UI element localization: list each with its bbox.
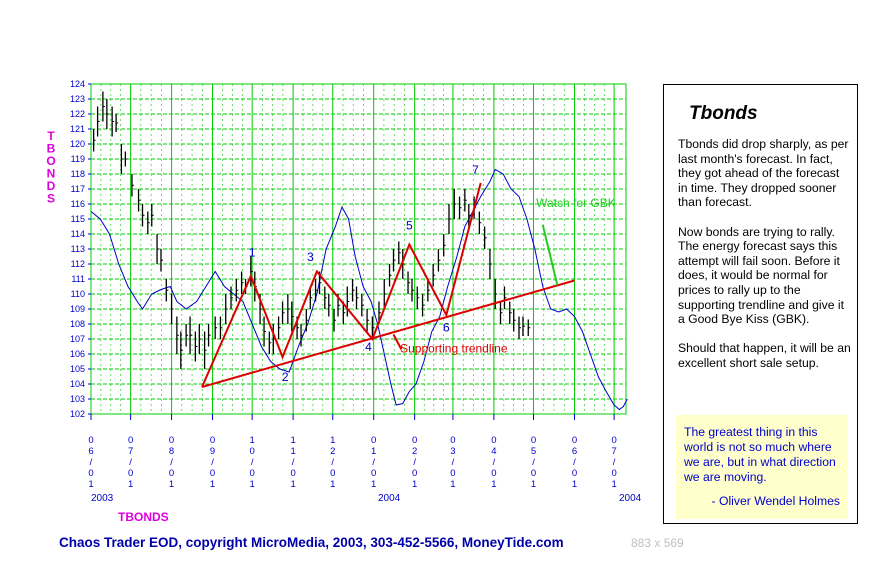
annotation-label: Supporting trendline (400, 342, 508, 356)
y-tick-label: 117 (71, 184, 85, 194)
y-tick-label: 121 (70, 124, 85, 134)
forecast-line (90, 168, 628, 411)
x-tick-label: 0 7/0 1 (611, 435, 616, 490)
y-tick-label: 103 (70, 394, 85, 404)
wave-label: 3 (307, 250, 314, 264)
x-tick-label: 0 5/0 1 (531, 435, 536, 490)
y-tick-label: 109 (70, 304, 85, 314)
y-tick-label: 119 (71, 154, 85, 164)
price-bars-series (92, 91, 531, 369)
chart-axes: 102 103 104 105 106 107 108 109 110 111 112 113 114 1… (70, 79, 617, 490)
y-tick-label: 111 (71, 274, 85, 284)
y-tick-label: 110 (71, 289, 85, 299)
y-tick-label: 118 (71, 169, 85, 179)
y-tick-label: 107 (70, 334, 85, 344)
panel-body: Tbonds did drop sharply, as per last mon… (678, 137, 852, 385)
y-tick-label: 115 (71, 214, 85, 224)
annotation-label: Watch for GBK (536, 196, 616, 210)
wave-label: 7 (472, 163, 479, 177)
y-tick-label: 113 (71, 244, 85, 254)
supporting-trendline (201, 279, 575, 388)
wave-label: 4 (365, 340, 372, 354)
x-tick-label: 0 6/0 1 (572, 435, 577, 490)
y-tick-label: 106 (70, 349, 85, 359)
chart-grid (90, 83, 627, 415)
x-tick-label: 1 2/0 1 (330, 435, 335, 490)
wave-pattern (201, 182, 575, 388)
x-tick-label: 0 6/0 1 (88, 435, 93, 490)
year-label-start: 2003 (91, 493, 114, 504)
y-tick-label: 108 (70, 319, 85, 329)
y-tick-label: 102 (70, 409, 85, 419)
wave-label: 2 (282, 370, 289, 384)
y-tick-label: 114 (71, 229, 85, 239)
x-tick-label: 0 3/0 1 (450, 435, 455, 490)
wave-label: 1 (249, 246, 256, 260)
forecast-series (90, 168, 628, 411)
x-tick-label: 0 4/0 1 (491, 435, 496, 490)
panel-title: Tbonds (689, 103, 758, 124)
annotation-arrow (541, 224, 559, 286)
copyright-footer: Chaos Trader EOD, copyright MicroMedia, … (59, 535, 564, 550)
y-tick-label: 105 (70, 364, 85, 374)
y-tick-label: 124 (70, 79, 85, 89)
panel-paragraph: Now bonds are trying to rally. The energ… (678, 224, 844, 327)
y-tick-label: 104 (70, 379, 85, 389)
y-tick-label: 123 (70, 94, 85, 104)
quote-author: - Oliver Wendel Holmes (711, 494, 840, 508)
y-tick-label: 116 (71, 199, 85, 209)
x-tick-label: 1 0/0 1 (250, 435, 255, 490)
x-tick-label: 0 9/0 1 (210, 435, 215, 490)
elliott-wave-line (201, 182, 482, 388)
y-tick-label: 122 (70, 109, 85, 119)
y-tick-label: 112 (71, 259, 85, 269)
quote-text: The greatest thing in this world is not … (684, 425, 836, 484)
image-size-label: 883 x 569 (631, 536, 684, 550)
x-tick-label: 0 1/0 1 (371, 435, 376, 490)
commentary-panel: Tbonds Tbonds did drop sharply, as per l… (663, 84, 858, 524)
annotation-arrow (392, 334, 403, 350)
x-tick-label: 0 8/0 1 (169, 435, 174, 490)
panel-paragraph: Should that happen, it will be an excell… (678, 341, 851, 370)
x-tick-label: 0 7/0 1 (128, 435, 133, 490)
panel-paragraph: Tbonds did drop sharply, as per last mon… (678, 137, 849, 210)
x-tick-label: 0 2/0 1 (412, 435, 417, 490)
y-tick-label: 120 (70, 139, 85, 149)
x-axis-title: TBONDS (118, 510, 169, 524)
wave-label: 5 (406, 219, 413, 233)
x-tick-label: 1 1/0 1 (290, 435, 295, 490)
chart-annotations: 1 2 3 4 5 6 7 Supporting trendline Watch for GBK (249, 163, 616, 384)
year-label-middle: 2004 (378, 493, 401, 504)
year-label-end: 2004 (619, 493, 642, 504)
wave-label: 6 (443, 321, 450, 335)
quote-box: The greatest thing in this world is not … (676, 415, 848, 519)
